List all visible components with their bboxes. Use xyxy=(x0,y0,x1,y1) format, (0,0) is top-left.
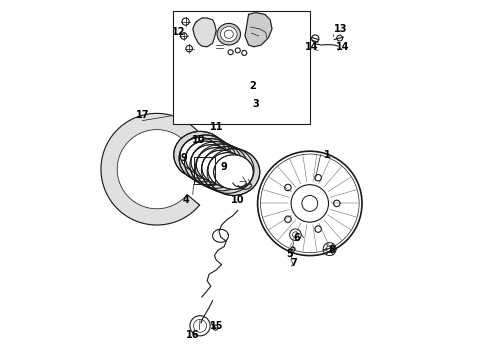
Ellipse shape xyxy=(179,135,232,182)
Bar xyxy=(173,11,310,124)
Ellipse shape xyxy=(186,141,225,176)
Text: 10: 10 xyxy=(192,135,205,145)
Text: 14: 14 xyxy=(336,42,349,52)
Text: 4: 4 xyxy=(182,195,189,205)
Text: 11: 11 xyxy=(209,122,223,132)
Ellipse shape xyxy=(201,147,254,193)
Text: 5: 5 xyxy=(287,249,294,259)
Ellipse shape xyxy=(196,144,248,191)
Ellipse shape xyxy=(220,27,237,42)
Ellipse shape xyxy=(217,23,241,45)
Ellipse shape xyxy=(180,138,220,172)
Ellipse shape xyxy=(191,145,231,179)
Ellipse shape xyxy=(185,139,237,185)
Ellipse shape xyxy=(196,148,236,182)
Ellipse shape xyxy=(202,150,242,185)
Text: 13: 13 xyxy=(334,24,347,34)
Ellipse shape xyxy=(190,141,243,188)
Polygon shape xyxy=(193,18,216,47)
Text: 3: 3 xyxy=(252,99,259,109)
Ellipse shape xyxy=(207,149,260,195)
Bar xyxy=(194,157,215,184)
Text: 1: 1 xyxy=(324,150,331,160)
Text: 8: 8 xyxy=(328,245,335,255)
Polygon shape xyxy=(101,113,207,225)
Text: 2: 2 xyxy=(249,81,256,91)
Text: 12: 12 xyxy=(172,27,185,37)
Text: 17: 17 xyxy=(136,110,149,120)
Text: 16: 16 xyxy=(186,330,199,340)
Ellipse shape xyxy=(214,155,253,189)
Text: 9: 9 xyxy=(220,162,227,172)
Text: 10: 10 xyxy=(231,195,245,205)
Text: 14: 14 xyxy=(305,42,318,52)
Text: 7: 7 xyxy=(290,258,297,268)
Text: 15: 15 xyxy=(209,321,223,331)
Ellipse shape xyxy=(208,153,247,187)
Polygon shape xyxy=(245,13,272,47)
Ellipse shape xyxy=(174,131,226,178)
Text: 9: 9 xyxy=(180,153,187,163)
Text: 6: 6 xyxy=(294,233,300,243)
